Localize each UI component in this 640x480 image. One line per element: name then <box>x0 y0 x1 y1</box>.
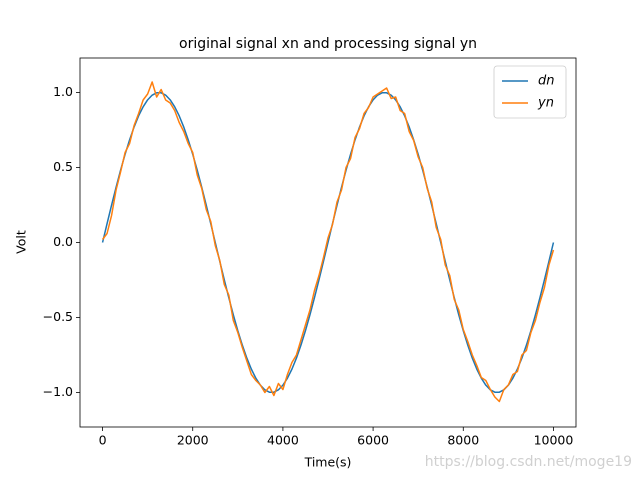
legend-label: yn <box>537 96 554 111</box>
watermark: https://blog.csdn.net/moge19 <box>425 454 632 470</box>
y-tick-label: 1.0 <box>53 84 73 99</box>
y-tick-label: 0.5 <box>53 159 73 174</box>
y-tick-label: −1.0 <box>43 384 73 399</box>
y-axis-label: Volt <box>14 230 29 254</box>
series-line <box>101 81 555 403</box>
y-tick-label: 0.0 <box>53 234 73 249</box>
plot-frame <box>79 57 577 428</box>
x-axis-label: Time(s) <box>304 455 352 470</box>
x-tick-label: 10000 <box>534 433 574 448</box>
legend: dn yn <box>493 65 567 119</box>
x-tick-label: 4000 <box>267 433 299 448</box>
y-tick-label: −0.5 <box>43 309 73 324</box>
x-tick-label: 0 <box>99 433 107 448</box>
chart-title: original signal xn and processing signal… <box>179 36 477 52</box>
x-tick-label: 6000 <box>357 433 389 448</box>
x-tick-label: 2000 <box>177 433 209 448</box>
legend-box <box>493 65 567 119</box>
legend-label: dn <box>538 74 555 89</box>
series-line <box>101 92 555 393</box>
x-tick-label: 8000 <box>447 433 479 448</box>
